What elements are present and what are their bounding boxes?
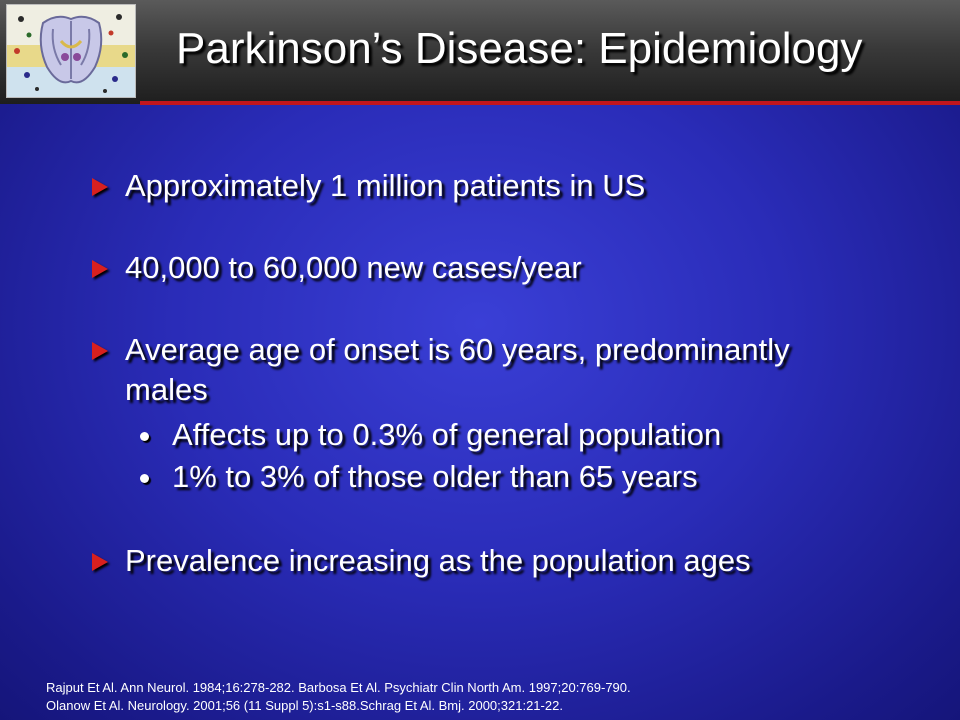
header-accent-line: [140, 101, 960, 105]
sub-bullet-item: 1% to 3% of those older than 65 years: [172, 459, 698, 494]
arrow-bullet-icon: [92, 342, 108, 360]
arrow-bullet-icon: [92, 553, 108, 571]
bullet-item: 40,000 to 60,000 new cases/year: [125, 250, 582, 285]
slide-title: Parkinson’s Disease: Epidemiology: [176, 24, 863, 73]
bullet-item: Average age of onset is 60 years, predom…: [125, 332, 790, 367]
slide-header: [0, 0, 960, 104]
bullet-item: Prevalence increasing as the population …: [125, 543, 751, 578]
sub-bullet-item: Affects up to 0.3% of general population: [172, 417, 722, 452]
round-bullet-icon: [140, 432, 149, 441]
reference-line: Olanow Et Al. Neurology. 2001;56 (11 Sup…: [46, 698, 563, 713]
bullet-item-continuation: males: [125, 372, 208, 407]
round-bullet-icon: [140, 474, 149, 483]
references: Rajput Et Al. Ann Neurol. 1984;16:278-28…: [46, 679, 631, 715]
arrow-bullet-icon: [92, 178, 108, 196]
arrow-bullet-icon: [92, 260, 108, 278]
bullet-item: Approximately 1 million patients in US: [125, 168, 646, 203]
reference-line: Rajput Et Al. Ann Neurol. 1984;16:278-28…: [46, 680, 631, 695]
brain-logo-icon: [6, 4, 136, 98]
